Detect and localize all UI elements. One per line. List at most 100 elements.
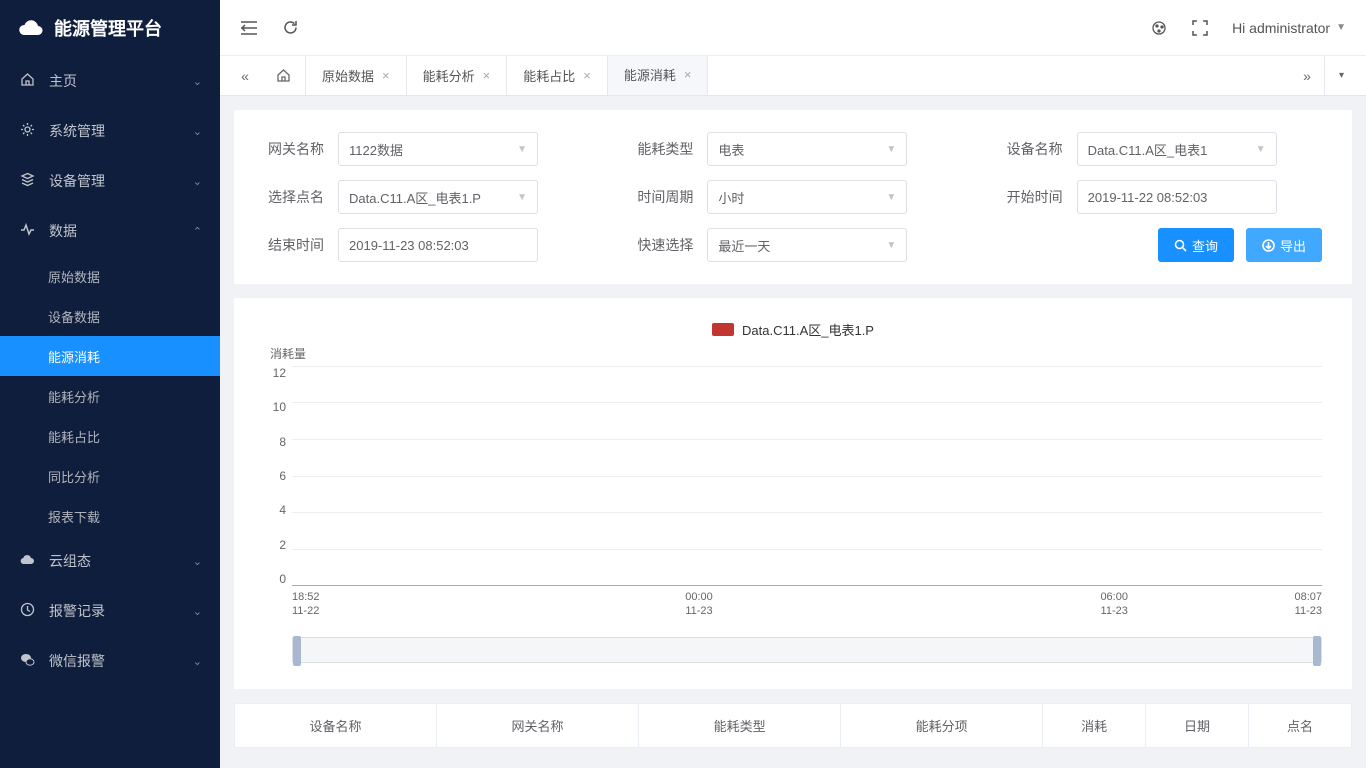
table-header[interactable]: 能耗类型	[639, 703, 841, 747]
chevron-down-icon: ▼	[886, 192, 896, 203]
sidebar-item-微信报警[interactable]: 微信报警⌄	[0, 636, 220, 686]
sidebar: 能源管理平台 主页⌄系统管理⌄设备管理⌄数据⌃原始数据设备数据能源消耗能耗分析能…	[0, 0, 220, 768]
close-icon[interactable]: ×	[483, 68, 491, 83]
tab-能耗占比[interactable]: 能耗占比×	[507, 56, 608, 95]
zoom-handle-left[interactable]	[293, 636, 301, 666]
theme-icon[interactable]	[1150, 19, 1168, 37]
chevron-down-icon: ▼	[1256, 144, 1266, 155]
chevron-down-icon: ⌄	[193, 605, 202, 618]
close-icon[interactable]: ×	[684, 67, 692, 82]
chevron-down-icon: ⌄	[193, 555, 202, 568]
zoom-handle-right[interactable]	[1313, 636, 1321, 666]
gear-icon	[20, 122, 35, 140]
x-tick: 08:0711-23	[1272, 590, 1322, 619]
point-select[interactable]: Data.C11.A区_电表1.P▼	[338, 180, 538, 214]
app-logo: 能源管理平台	[0, 0, 220, 56]
type-label: 能耗类型	[633, 139, 693, 159]
x-tick: 18:5211-22	[292, 590, 342, 619]
filter-panel: 网关名称 1122数据▼ 能耗类型电表▼ 设备名称 Data.C11.A区_电表1▼…	[234, 110, 1352, 284]
close-icon[interactable]: ×	[583, 68, 591, 83]
tabs-prev[interactable]: «	[228, 56, 262, 95]
home-icon	[20, 72, 35, 90]
sidebar-item-设备管理[interactable]: 设备管理⌄	[0, 156, 220, 206]
sidebar-item-系统管理[interactable]: 系统管理⌄	[0, 106, 220, 156]
chevron-down-icon: ⌄	[193, 125, 202, 138]
download-icon	[1262, 239, 1275, 252]
chart-legend[interactable]: Data.C11.A区_电表1.P	[264, 320, 1322, 339]
cloud-icon	[20, 552, 35, 570]
chevron-down-icon: ⌄	[193, 175, 202, 188]
table-header[interactable]: 设备名称	[235, 703, 437, 747]
user-menu[interactable]: Hi administrator ▼	[1232, 20, 1346, 36]
gateway-label: 网关名称	[264, 139, 324, 159]
gateway-select[interactable]: 1122数据▼	[338, 132, 538, 166]
home-icon	[276, 68, 291, 83]
sidebar-subitem-设备数据[interactable]: 设备数据	[0, 296, 220, 336]
chevron-down-icon: ▼	[517, 144, 527, 155]
tab-bar: « 原始数据×能耗分析×能耗占比×能源消耗× » ▾	[220, 56, 1366, 96]
close-icon[interactable]: ×	[382, 68, 390, 83]
tab-能源消耗[interactable]: 能源消耗×	[608, 56, 709, 95]
tab-能耗分析[interactable]: 能耗分析×	[407, 56, 508, 95]
y-axis-title: 消耗量	[270, 345, 1322, 362]
end-label: 结束时间	[264, 235, 324, 255]
sidebar-item-云组态[interactable]: 云组态⌄	[0, 536, 220, 586]
table-header[interactable]: 网关名称	[437, 703, 639, 747]
end-datetime[interactable]: 2019-11-23 08:52:03	[338, 228, 538, 262]
y-axis: 121086420	[264, 366, 292, 586]
sidebar-subitem-同比分析[interactable]: 同比分析	[0, 456, 220, 496]
content: 网关名称1122数据▼ 能耗类型电表▼ 设备名称Data.C11.A区_电表1▼…	[220, 96, 1366, 768]
tab-home[interactable]	[262, 56, 306, 95]
table-header[interactable]: 消耗	[1043, 703, 1146, 747]
sidebar-menu: 主页⌄系统管理⌄设备管理⌄数据⌃原始数据设备数据能源消耗能耗分析能耗占比同比分析…	[0, 56, 220, 768]
tabs-menu[interactable]: ▾	[1324, 56, 1358, 95]
quick-select[interactable]: 最近一天▼	[707, 228, 907, 262]
query-button[interactable]: 查询	[1158, 228, 1234, 262]
x-tick: 00:0011-23	[674, 590, 724, 619]
layers-icon	[20, 172, 35, 190]
user-greet-text: Hi administrator	[1232, 20, 1330, 36]
sidebar-subitem-原始数据[interactable]: 原始数据	[0, 256, 220, 296]
sidebar-subitem-能源消耗[interactable]: 能源消耗	[0, 336, 220, 376]
main: Hi administrator ▼ « 原始数据×能耗分析×能耗占比×能源消耗…	[220, 0, 1366, 768]
type-select[interactable]: 电表▼	[707, 132, 907, 166]
chevron-down-icon: ⌄	[193, 655, 202, 668]
refresh-icon[interactable]	[282, 19, 299, 36]
app-title: 能源管理平台	[54, 15, 162, 41]
legend-label: Data.C11.A区_电表1.P	[742, 320, 874, 339]
chevron-up-icon: ⌃	[193, 225, 202, 238]
chart-area: 121086420	[264, 366, 1322, 586]
sidebar-item-数据[interactable]: 数据⌃	[0, 206, 220, 256]
period-label: 时间周期	[633, 187, 693, 207]
chevron-down-icon: ▼	[1336, 22, 1346, 33]
data-table: 设备名称网关名称能耗类型能耗分项消耗日期点名	[234, 703, 1352, 748]
x-tick: 06:0011-23	[1089, 590, 1139, 619]
export-button[interactable]: 导出	[1246, 228, 1322, 262]
chart-panel: Data.C11.A区_电表1.P 消耗量 121086420 18:5211-…	[234, 298, 1352, 689]
start-label: 开始时间	[1003, 187, 1063, 207]
menu-toggle-icon[interactable]	[240, 20, 258, 36]
sidebar-subitem-报表下载[interactable]: 报表下载	[0, 496, 220, 536]
tab-原始数据[interactable]: 原始数据×	[306, 56, 407, 95]
sidebar-subitem-能耗分析[interactable]: 能耗分析	[0, 376, 220, 416]
table-header[interactable]: 能耗分项	[841, 703, 1043, 747]
tabs-next[interactable]: »	[1290, 56, 1324, 95]
device-select[interactable]: Data.C11.A区_电表1▼	[1077, 132, 1277, 166]
chart-plot	[292, 366, 1322, 586]
x-axis: 18:5211-22 00:0011-23 06:0011-23 08:0711-23	[292, 590, 1322, 619]
chevron-down-icon: ▼	[886, 240, 896, 251]
chevron-down-icon: ⌄	[193, 75, 202, 88]
fullscreen-icon[interactable]	[1192, 20, 1208, 36]
start-datetime[interactable]: 2019-11-22 08:52:03	[1077, 180, 1277, 214]
sidebar-item-主页[interactable]: 主页⌄	[0, 56, 220, 106]
sidebar-item-报警记录[interactable]: 报警记录⌄	[0, 586, 220, 636]
cloud-icon	[18, 18, 44, 38]
zoom-slider[interactable]	[292, 637, 1322, 663]
table-header[interactable]: 日期	[1146, 703, 1249, 747]
table-header[interactable]: 点名	[1249, 703, 1352, 747]
clock-icon	[20, 602, 35, 620]
period-select[interactable]: 小时▼	[707, 180, 907, 214]
header: Hi administrator ▼	[220, 0, 1366, 56]
device-label: 设备名称	[1003, 139, 1063, 159]
sidebar-subitem-能耗占比[interactable]: 能耗占比	[0, 416, 220, 456]
